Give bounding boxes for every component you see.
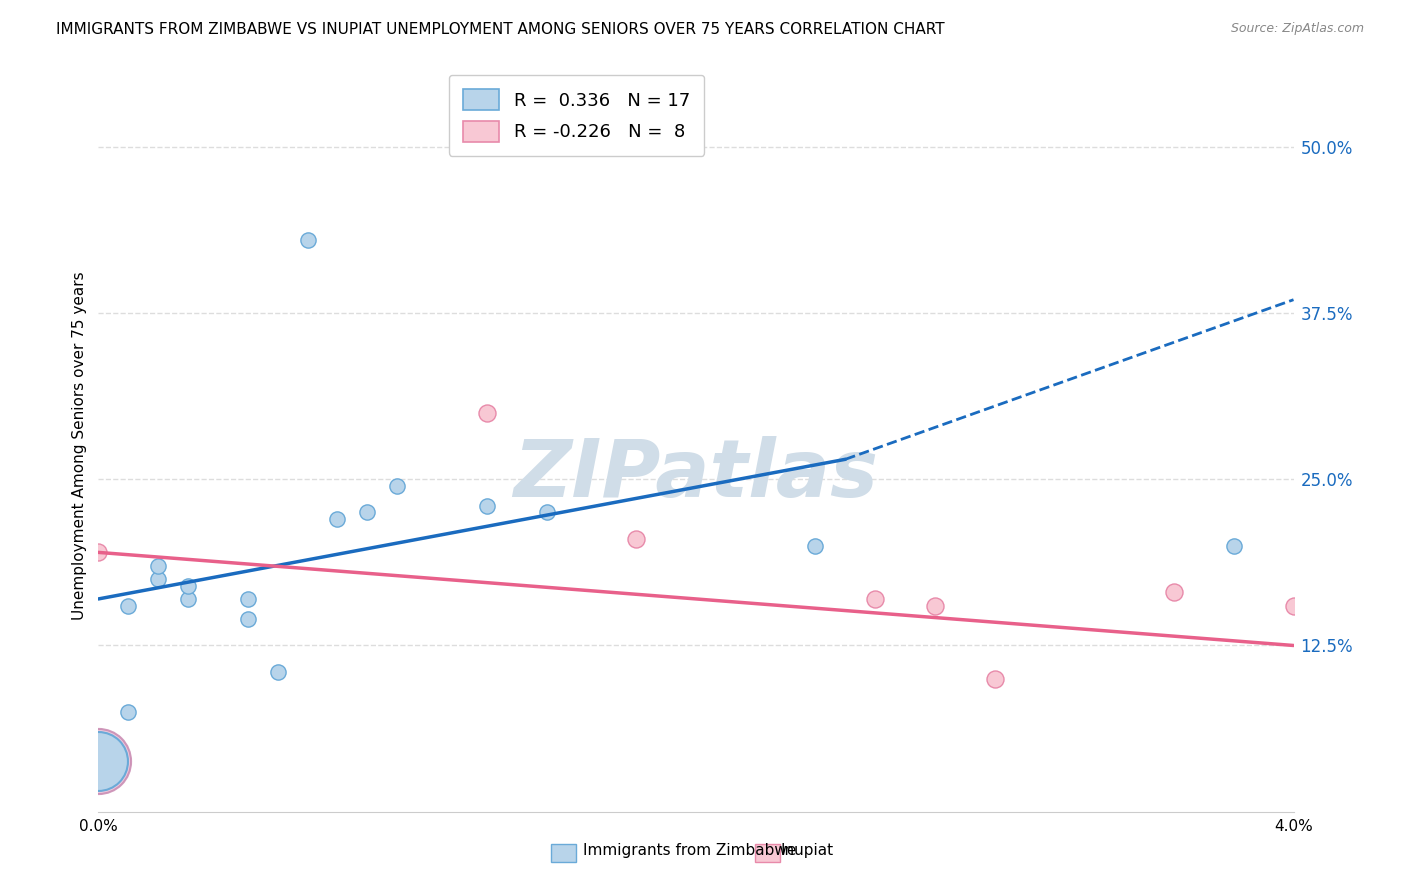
Point bbox=[626, 532, 648, 546]
Bar bbox=[755, 844, 780, 862]
Point bbox=[148, 572, 170, 586]
Point bbox=[267, 665, 290, 679]
Point bbox=[924, 599, 946, 613]
Point bbox=[177, 591, 200, 606]
Point bbox=[87, 754, 110, 768]
Bar bbox=[551, 844, 576, 862]
Point bbox=[865, 591, 887, 606]
Point bbox=[117, 705, 139, 719]
Point bbox=[475, 406, 498, 420]
Point bbox=[475, 499, 498, 513]
Point bbox=[356, 506, 378, 520]
Point bbox=[87, 754, 110, 768]
Point bbox=[117, 599, 139, 613]
Legend: R =  0.336   N = 17, R = -0.226   N =  8: R = 0.336 N = 17, R = -0.226 N = 8 bbox=[449, 75, 704, 156]
Text: Inupiat: Inupiat bbox=[780, 843, 834, 857]
Text: IMMIGRANTS FROM ZIMBABWE VS INUPIAT UNEMPLOYMENT AMONG SENIORS OVER 75 YEARS COR: IMMIGRANTS FROM ZIMBABWE VS INUPIAT UNEM… bbox=[56, 22, 945, 37]
Point bbox=[1223, 539, 1246, 553]
Text: Immigrants from Zimbabwe: Immigrants from Zimbabwe bbox=[583, 843, 797, 857]
Text: Source: ZipAtlas.com: Source: ZipAtlas.com bbox=[1230, 22, 1364, 36]
Y-axis label: Unemployment Among Seniors over 75 years: Unemployment Among Seniors over 75 years bbox=[72, 272, 87, 620]
Point bbox=[326, 512, 349, 526]
Point bbox=[297, 233, 319, 247]
Point bbox=[536, 506, 558, 520]
Point bbox=[385, 479, 409, 493]
Point bbox=[236, 591, 259, 606]
Point bbox=[177, 579, 200, 593]
Point bbox=[148, 558, 170, 573]
Text: ZIPatlas: ZIPatlas bbox=[513, 436, 879, 515]
Point bbox=[1163, 585, 1185, 599]
Point bbox=[236, 612, 259, 626]
Point bbox=[804, 539, 827, 553]
Point bbox=[984, 672, 1007, 686]
Point bbox=[1282, 599, 1305, 613]
Point bbox=[87, 545, 110, 559]
